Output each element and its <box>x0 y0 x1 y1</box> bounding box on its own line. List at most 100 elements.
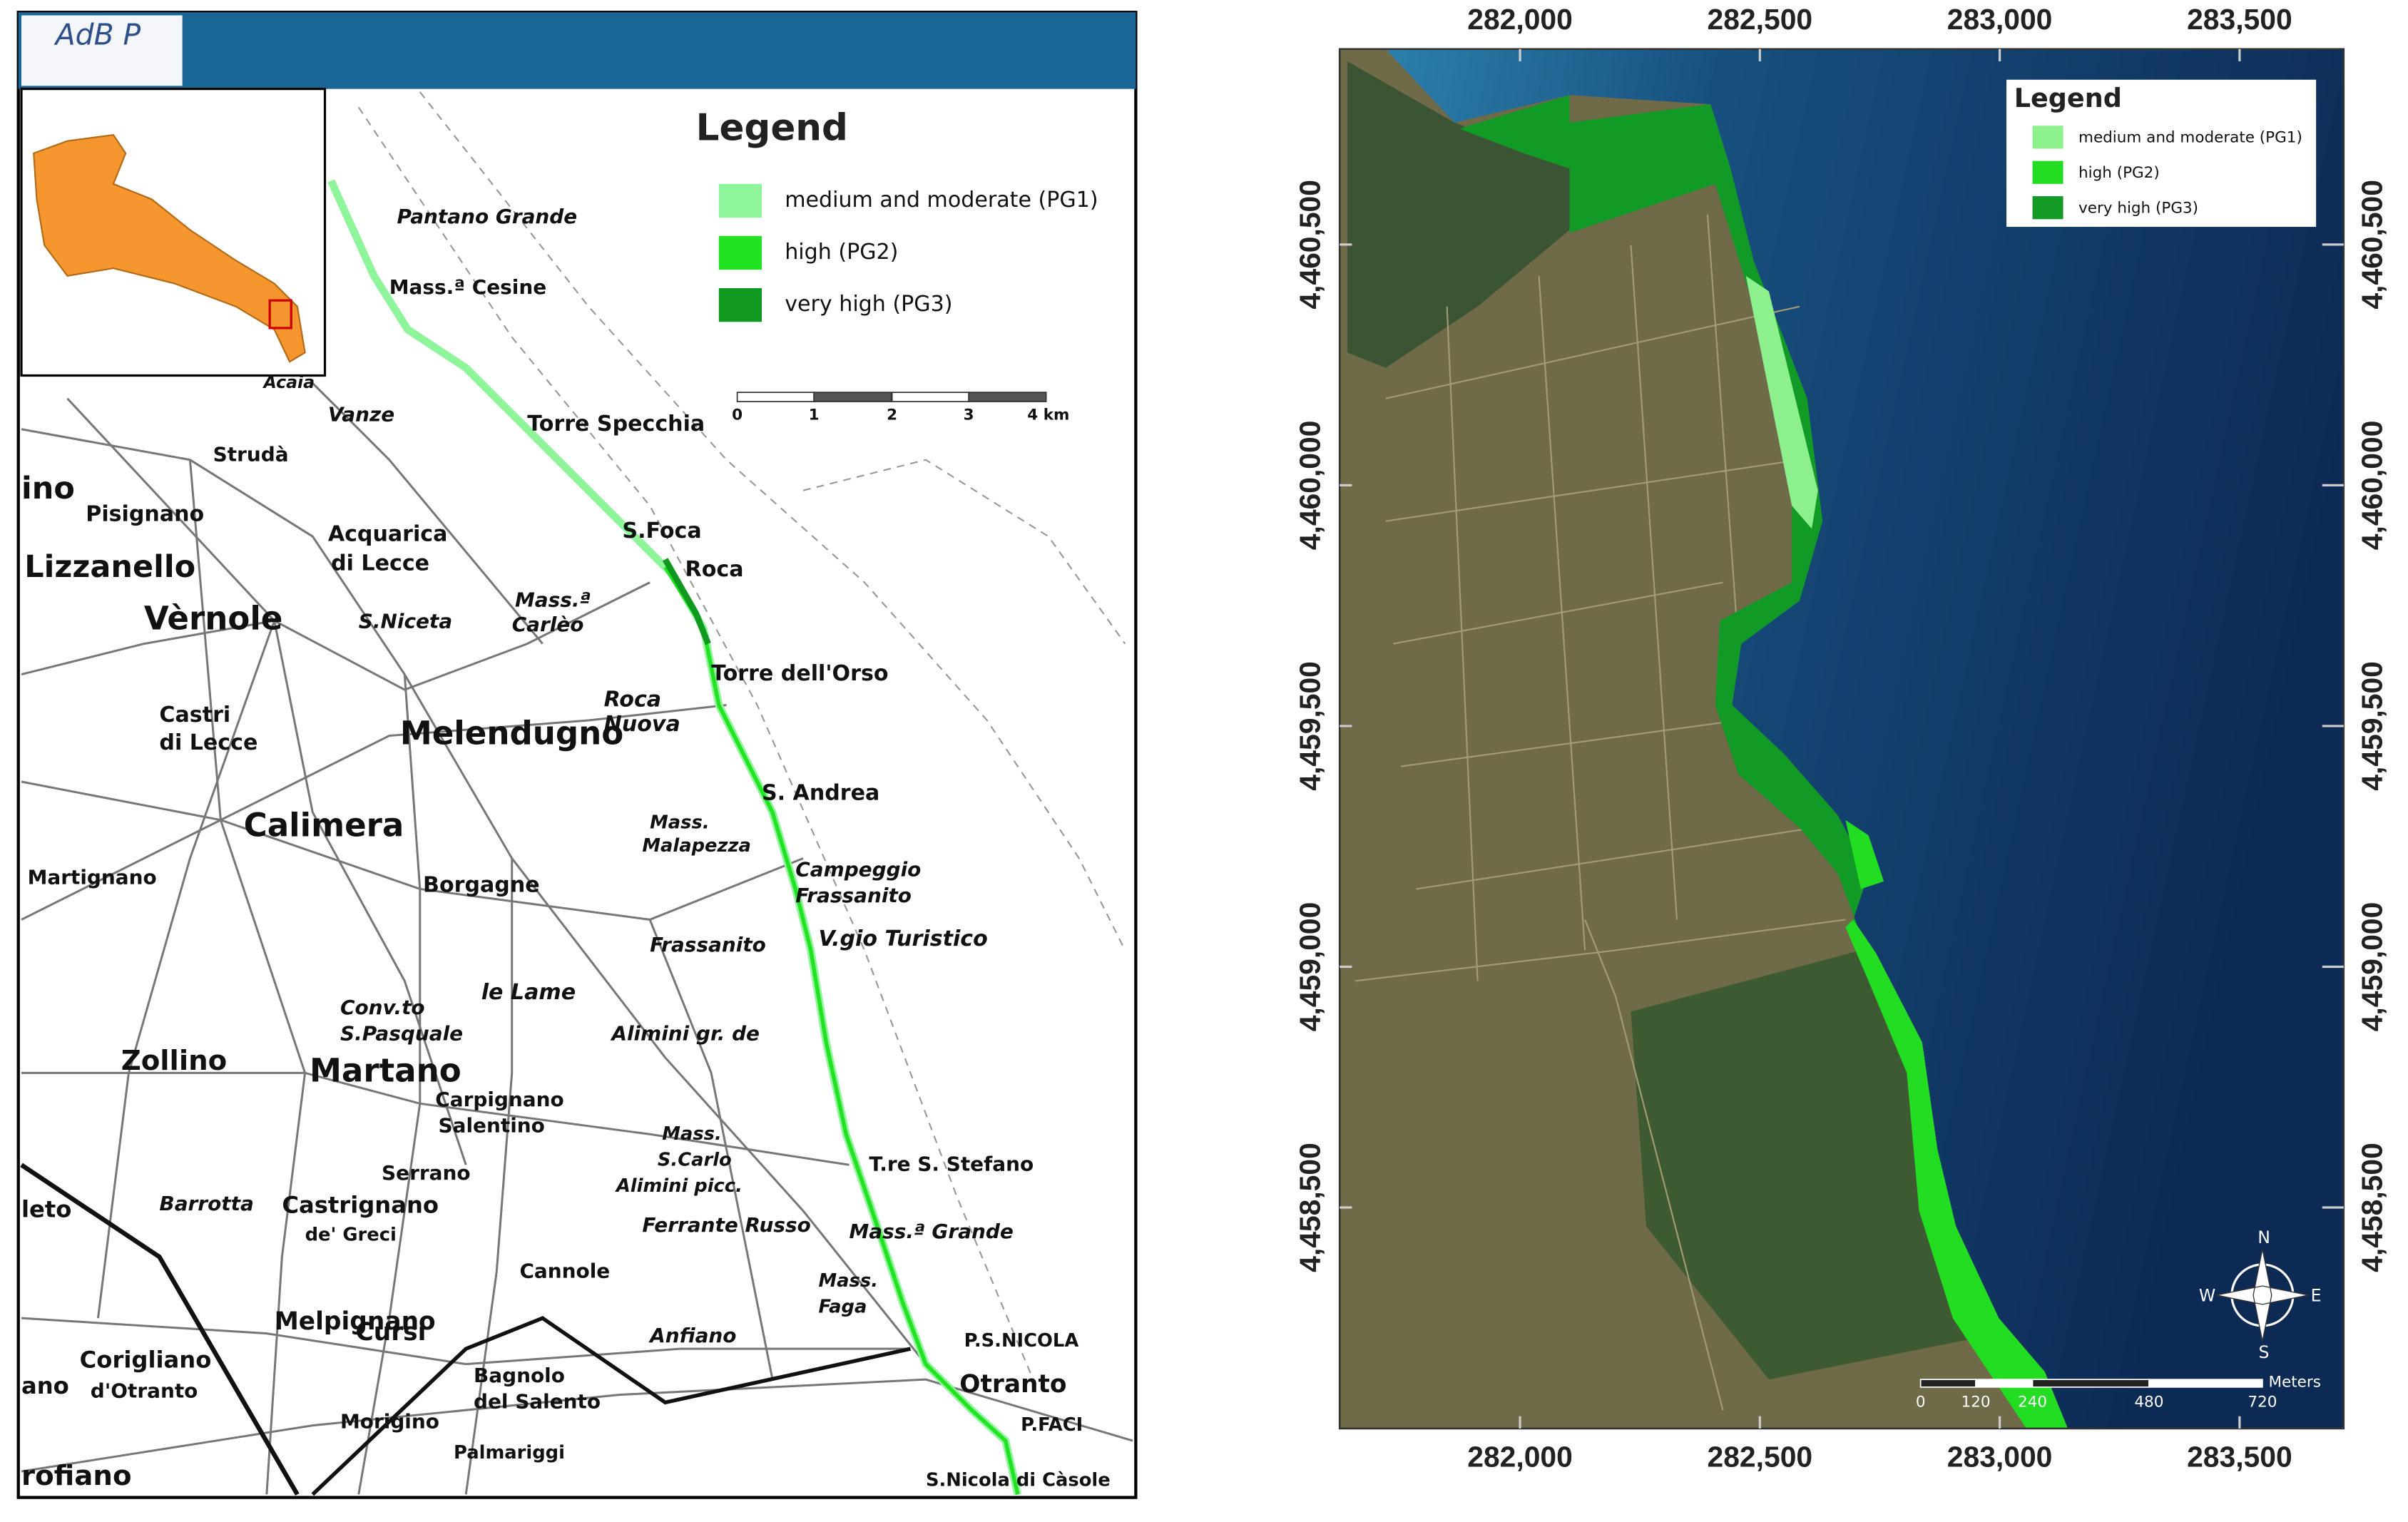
bathymetry <box>357 91 1126 1380</box>
place-name: ino <box>21 471 75 506</box>
x-tick-label: 283,000 <box>1947 3 2053 36</box>
map-feature <box>1354 919 1846 1411</box>
place-name: Alimini picc. <box>615 1175 743 1197</box>
x-tick-label: 282,000 <box>1467 3 1573 36</box>
scale-label: 720 <box>2248 1393 2277 1411</box>
place-name: Castri <box>159 703 230 727</box>
zone-pg2 <box>1845 819 1884 889</box>
y-tick-label: 4,458,500 <box>1293 1143 1326 1272</box>
map-feature <box>357 106 1034 1380</box>
compass-label: S <box>2259 1342 2270 1362</box>
x-tick-label: 282,500 <box>1708 3 1813 36</box>
legend-label: medium and moderate (PG1) <box>2078 128 2302 146</box>
scale-label: 3 <box>964 406 974 424</box>
place-name: Corigliano <box>80 1346 212 1373</box>
place-name: del Salento <box>474 1389 601 1413</box>
scale-label: 1 <box>809 406 820 424</box>
map-feature <box>21 1317 911 1366</box>
y-tick-label: 4,458,500 <box>2356 1143 2389 1272</box>
scale-label: 480 <box>2134 1393 2163 1411</box>
place-name: Zollino <box>121 1045 227 1077</box>
place-name: Torre Specchia <box>527 412 705 436</box>
place-name: Carlèo <box>512 613 584 636</box>
compass-label: N <box>2258 1227 2270 1247</box>
place-name: Salentino <box>439 1114 545 1138</box>
place-name: Cannole <box>519 1260 610 1283</box>
y-tick-label: 4,460,000 <box>1293 421 1326 551</box>
y-tick-label: 4,460,500 <box>1293 180 1326 310</box>
place-name: S.Niceta <box>359 610 452 633</box>
zone-pg3 <box>1459 95 1570 169</box>
place-name: Martignano <box>28 865 157 889</box>
y-tick-label: 4,459,000 <box>2356 902 2389 1032</box>
road-network <box>21 382 1133 1495</box>
logo-box <box>21 15 183 86</box>
place-name: P.FACI <box>1021 1414 1083 1436</box>
legend-label: very high (PG3) <box>785 292 952 317</box>
place-name: S.Pasquale <box>340 1022 463 1046</box>
place-name: Mass.ª Grande <box>849 1220 1013 1243</box>
legend-swatch <box>2032 126 2063 149</box>
place-name: Mass. <box>662 1123 722 1145</box>
map-feature <box>1385 305 1815 890</box>
scale-label: 0 <box>1916 1393 1926 1411</box>
place-name: Strudà <box>213 442 289 466</box>
header-bar <box>18 12 1136 89</box>
place-name: Alimini gr. de <box>610 1022 760 1046</box>
legend-swatch <box>2032 160 2063 184</box>
place-name: Anfiano <box>648 1324 736 1347</box>
place-name: T.re S. Stefano <box>869 1152 1034 1175</box>
place-name: Frassanito <box>650 933 766 956</box>
place-name: leto <box>21 1196 71 1223</box>
map-feature <box>1446 214 1740 981</box>
scale-unit: Meters <box>2269 1373 2321 1391</box>
zone-pg1 <box>1745 275 1818 529</box>
place-name: de' Greci <box>305 1225 397 1246</box>
legend-swatch <box>2032 196 2063 220</box>
place-name: Castrignano <box>282 1191 439 1218</box>
place-name: Pantano Grande <box>397 205 578 228</box>
place-name: ano <box>21 1372 69 1399</box>
place-name: Melendugno <box>400 715 623 752</box>
scale-label: 120 <box>1961 1393 1991 1411</box>
woodland <box>1347 61 1570 368</box>
scale-label: 2 <box>887 406 897 424</box>
map-feature <box>419 91 1126 951</box>
scale-bar: 0 120 240 480 720 Meters <box>1916 1373 2321 1411</box>
compass-rose <box>2216 1249 2309 1342</box>
scale-segment <box>813 392 892 402</box>
legend-title: Legend <box>696 107 848 150</box>
map-feature <box>21 1378 1133 1473</box>
place-name: Nuova <box>604 712 680 737</box>
place-name: Serrano <box>382 1161 470 1185</box>
place-name: Mass. <box>819 1270 879 1292</box>
scale-segment <box>2031 1379 2150 1388</box>
place-name: Mass. <box>650 812 710 834</box>
y-tick-label: 4,459,500 <box>1293 661 1326 791</box>
legend-swatch <box>718 183 762 218</box>
map-feature <box>648 919 774 1380</box>
x-tick-label: 282,500 <box>1708 1441 1813 1474</box>
legend-label: high (PG2) <box>2078 164 2160 182</box>
place-name: le Lame <box>481 980 576 1005</box>
place-name: Bagnolo <box>474 1364 565 1387</box>
place-name: di Lecce <box>159 730 257 755</box>
place-name: Carpignano <box>435 1088 563 1111</box>
legend-swatch <box>718 288 762 322</box>
place-name: di Lecce <box>331 551 429 576</box>
map-feature <box>464 858 514 1495</box>
scale-label: 0 <box>732 406 743 424</box>
place-name: Morigino <box>340 1409 439 1433</box>
x-tick-label: 283,500 <box>2187 3 2292 36</box>
place-name: Faga <box>819 1297 867 1318</box>
compass-label: W <box>2199 1286 2215 1306</box>
place-name: Calimera <box>244 806 404 844</box>
right-map: Legend 0 120 240 480 720 Meters N S E W 282,0… <box>1293 3 2388 1474</box>
railway <box>20 1163 300 1496</box>
map-feature <box>21 428 927 1365</box>
axes: 282,000 282,000 282,500 282,500 283,000 283,0… <box>1293 3 2388 1474</box>
place-name: Pisignano <box>86 502 204 527</box>
x-tick-label: 283,500 <box>2187 1441 2292 1474</box>
